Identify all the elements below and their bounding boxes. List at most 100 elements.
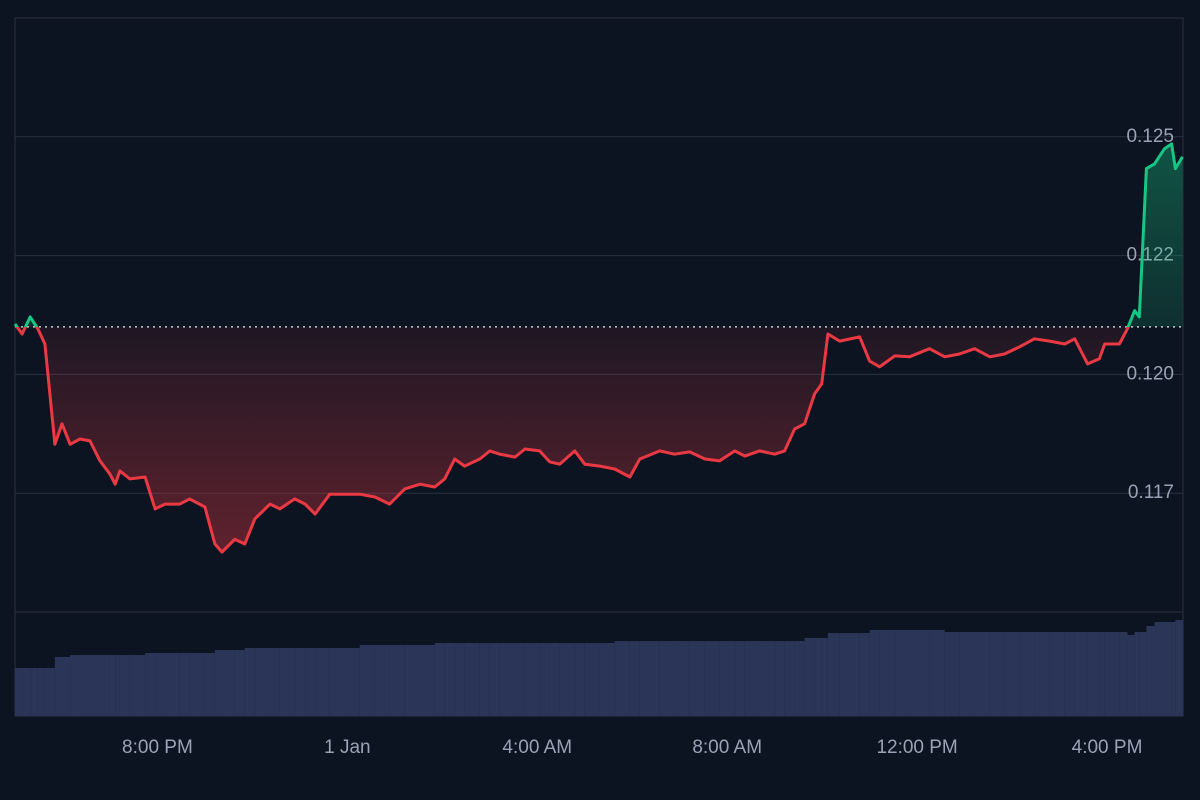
volume-bar: [574, 643, 585, 716]
volume-bar: [344, 648, 360, 716]
volume-bar: [315, 648, 330, 716]
volume-bar: [1099, 632, 1105, 716]
volume-bar: [62, 657, 71, 716]
x-tick-label: 8:00 PM: [122, 737, 193, 758]
x-tick-label: 8:00 AM: [692, 737, 762, 758]
volume-bar: [869, 630, 880, 716]
volume-bar: [1171, 622, 1176, 716]
x-tick-label: 4:00 PM: [1072, 737, 1143, 758]
volume-bar: [629, 641, 640, 716]
volume-bar: [1175, 620, 1183, 716]
volume-bar: [179, 653, 190, 716]
volume-bar: [794, 641, 805, 716]
volume-bar: [305, 648, 316, 716]
volume-bar: [454, 643, 465, 716]
volume-bar: [464, 643, 480, 716]
volume-bar: [821, 638, 828, 716]
volume-bar: [1104, 632, 1120, 716]
volume-bar: [444, 643, 455, 716]
volume-bar: [115, 655, 120, 716]
volume-bar: [719, 641, 735, 716]
volume-bar: [909, 630, 930, 716]
volume-bar: [944, 632, 960, 716]
volume-bar: [294, 648, 306, 716]
volume-bar: [54, 657, 63, 716]
volume-bar: [359, 645, 375, 716]
volume-bar: [22, 668, 31, 716]
volume-bar: [1139, 632, 1147, 716]
volume-bar: [489, 643, 500, 716]
volume-bar: [744, 641, 760, 716]
volume-bar: [389, 645, 405, 716]
volume-bar: [804, 638, 815, 716]
volume-bar: [30, 668, 38, 716]
volume-bar: [37, 668, 45, 716]
volume-bar: [1127, 635, 1135, 716]
volume-bar: [90, 655, 100, 716]
volume-bar: [1087, 632, 1100, 716]
volume-bar: [734, 641, 745, 716]
volume-bar: [1049, 632, 1065, 716]
volume-bar: [499, 643, 515, 716]
volume-bar: [434, 643, 445, 716]
volume-bar: [165, 653, 180, 716]
volume-bar: [99, 655, 110, 716]
volume-bar: [189, 653, 205, 716]
x-tick-label: 12:00 PM: [876, 737, 957, 758]
volume-bar: [1074, 632, 1088, 716]
volume-bar: [879, 630, 895, 716]
volume-bar: [254, 648, 270, 716]
volume-bar: [894, 630, 910, 716]
volume-bar: [827, 633, 840, 716]
volume-bar: [784, 641, 795, 716]
volume-bar: [222, 650, 235, 716]
volume-bar: [704, 641, 720, 716]
volume-bar: [1119, 632, 1128, 716]
volume-bar: [374, 645, 390, 716]
volume-bar: [1164, 622, 1172, 716]
x-tick-label: 1 Jan: [324, 737, 370, 758]
volume-bar: [1034, 632, 1050, 716]
volume-bar: [329, 648, 345, 716]
volume-bar: [524, 643, 540, 716]
volume-bar: [1064, 632, 1075, 716]
price-line: [13, 142, 1184, 554]
volume-bar: [1134, 632, 1140, 716]
volume-bar: [614, 641, 630, 716]
volume-bar: [44, 668, 55, 716]
volume-bar: [234, 650, 245, 716]
volume-bar: [929, 630, 945, 716]
volume-bar: [974, 632, 990, 716]
y-tick-label: 0.125: [1126, 126, 1174, 147]
x-tick-label: 4:00 AM: [502, 737, 572, 758]
volume-bar: [109, 655, 116, 716]
volume-bar: [80, 655, 91, 716]
volume-bar: [549, 643, 560, 716]
volume-bar: [1182, 620, 1184, 716]
volume-bar: [1154, 622, 1165, 716]
volume-bar: [420, 645, 435, 716]
volume-bar: [559, 643, 575, 716]
volume-bar: [15, 668, 23, 716]
volume-bar: [145, 653, 156, 716]
volume-bar: [839, 633, 860, 716]
volume-bar: [759, 641, 775, 716]
volume-bar: [539, 643, 550, 716]
volume-bar: [514, 643, 525, 716]
volume-bar: [989, 632, 1005, 716]
volume-bar: [659, 641, 675, 716]
volume-bar: [279, 648, 295, 716]
y-tick-label: 0.120: [1126, 363, 1174, 384]
volume-bar: [814, 638, 822, 716]
volume-bar: [70, 655, 81, 716]
volume-bar: [1146, 626, 1155, 716]
volume-bar: [119, 655, 130, 716]
volume-bar: [404, 645, 421, 716]
volume-bar: [674, 641, 690, 716]
volume-bar: [129, 655, 146, 716]
volume-bar: [479, 643, 490, 716]
volume-bar: [204, 653, 215, 716]
volume-bar: [584, 643, 600, 716]
volume-bar: [959, 632, 975, 716]
